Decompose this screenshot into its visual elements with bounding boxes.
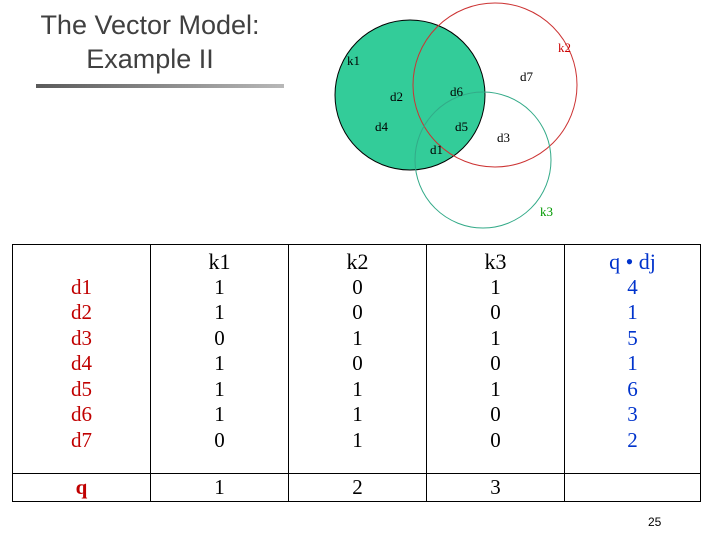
k1-value: 0 — [214, 325, 225, 350]
header-k3: k3 — [426, 244, 565, 275]
spacer-cell — [288, 453, 427, 473]
doc-label: d1 — [71, 274, 92, 299]
k1-value: 1 — [214, 376, 225, 401]
query-label: q — [12, 472, 151, 502]
spacer-cell — [12, 453, 151, 473]
k3-value: 1 — [490, 274, 501, 299]
k3-value: 1 — [490, 325, 501, 350]
spacer-row — [12, 453, 701, 473]
doc-label: d4 — [71, 351, 92, 375]
k2-value: 1 — [352, 376, 363, 401]
k3-value: 0 — [490, 427, 501, 452]
k1-value: 1 — [214, 300, 225, 324]
k1-label: k1 — [347, 53, 360, 68]
title-underline — [36, 84, 284, 88]
page-number: 25 — [648, 515, 662, 529]
score-value: 1 — [627, 300, 638, 324]
k2-value: 1 — [352, 325, 363, 350]
title-line-1: The Vector Model: — [40, 10, 260, 40]
spacer-cell — [150, 453, 289, 473]
k1-value: 1 — [214, 274, 225, 299]
d2-label: d2 — [390, 89, 403, 104]
d1-label: d1 — [430, 142, 443, 157]
d6-label: d6 — [450, 84, 464, 99]
score-value: 3 — [627, 402, 638, 426]
doc-label: d3 — [71, 325, 92, 350]
header-k1: k1 — [150, 244, 289, 275]
score-value: 1 — [627, 351, 638, 375]
k2-value: 1 — [352, 402, 363, 426]
d4-label: d4 — [375, 119, 389, 134]
title-line-2: Example II — [86, 44, 214, 74]
k3-value: 1 — [490, 376, 501, 401]
k3-label: k3 — [540, 204, 553, 219]
header-k2: k2 — [288, 244, 427, 275]
query-k1: 1 — [150, 472, 289, 502]
k2-value: 0 — [352, 351, 363, 375]
k3-column: 1 0 1 0 1 0 0 — [426, 274, 565, 453]
k3-value: 0 — [490, 402, 501, 426]
doc-label: d6 — [71, 402, 92, 426]
k3-value: 0 — [490, 351, 501, 375]
k2-column: 0 0 1 0 1 1 1 — [288, 274, 427, 453]
d5-label: d5 — [455, 119, 468, 134]
k2-value: 0 — [352, 274, 363, 299]
k1-value: 0 — [214, 427, 225, 452]
k2-circle — [412, 2, 578, 168]
k2-value: 1 — [352, 427, 363, 452]
documents-block: d1 d2 d3 d4 d5 d6 d7 1 1 0 1 1 1 0 0 0 1… — [12, 274, 701, 453]
score-column: 4 1 5 1 6 3 2 — [564, 274, 701, 453]
term-document-matrix: k1 k2 k3 q • dj d1 d2 d3 d4 d5 d6 d7 1 1… — [12, 244, 701, 502]
score-value: 4 — [627, 274, 638, 299]
doc-label: d2 — [71, 300, 92, 324]
doc-label: d7 — [71, 427, 92, 452]
d3-label: d3 — [497, 130, 510, 145]
query-score — [564, 472, 701, 502]
header-score: q • dj — [564, 244, 701, 275]
k1-value: 1 — [214, 351, 225, 375]
score-value: 2 — [627, 427, 638, 452]
k2-label: k2 — [558, 40, 571, 55]
k2-value: 0 — [352, 300, 363, 324]
k1-value: 1 — [214, 402, 225, 426]
query-k3: 3 — [426, 472, 565, 502]
header-row: k1 k2 k3 q • dj — [12, 244, 701, 275]
header-doc — [12, 244, 151, 275]
k1-circle — [334, 19, 486, 171]
query-k2: 2 — [288, 472, 427, 502]
spacer-cell — [564, 453, 701, 473]
slide-title: The Vector Model: Example II — [20, 8, 280, 76]
doc-label: d5 — [71, 376, 92, 401]
venn-diagram: k1 k2 k3 d2 d4 d6 d5 d1 d3 d7 — [334, 2, 578, 229]
spacer-cell — [426, 453, 565, 473]
query-row: q 1 2 3 — [12, 472, 701, 502]
k3-value: 0 — [490, 300, 501, 324]
score-value: 6 — [627, 376, 638, 401]
k1-column: 1 1 0 1 1 1 0 — [150, 274, 289, 453]
score-value: 5 — [627, 325, 638, 350]
doc-labels-column: d1 d2 d3 d4 d5 d6 d7 — [12, 274, 151, 453]
k3-circle — [414, 91, 552, 229]
d7-label: d7 — [520, 69, 534, 84]
